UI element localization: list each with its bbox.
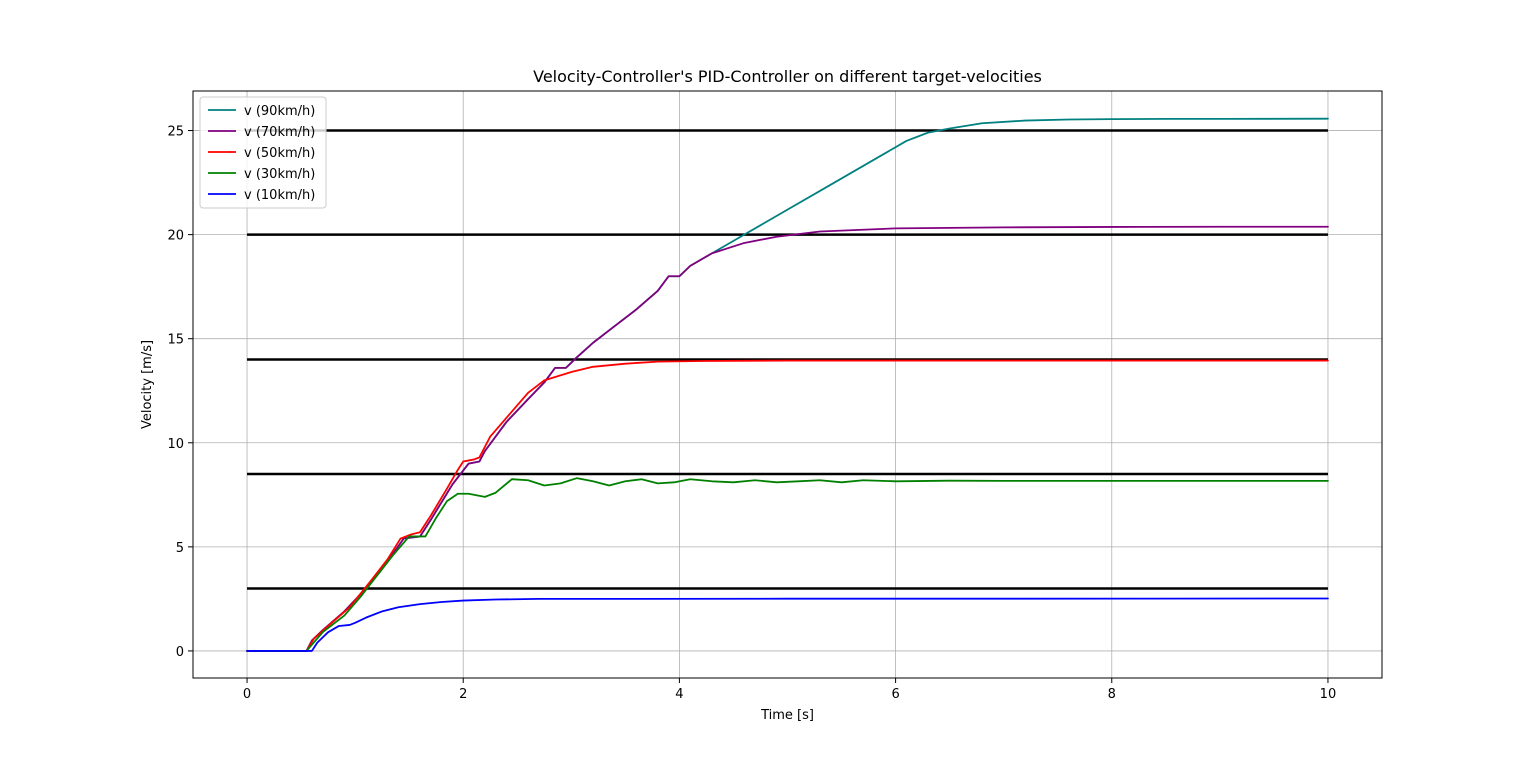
legend-label: v (10km/h): [244, 188, 315, 203]
legend-label: v (30km/h): [244, 167, 315, 182]
x-tick-label: 8: [1108, 687, 1116, 702]
y-tick-label: 0: [176, 645, 184, 660]
plot-frame: [192, 90, 1383, 679]
y-tick-label: 25: [167, 125, 184, 140]
series-line: [246, 477, 1329, 652]
series-line: [246, 359, 1329, 652]
y-axis-label: Velocity [m/s]: [140, 340, 155, 429]
legend: v (90km/h) v (70km/h) v (50km/h) v (30km/h)…: [199, 96, 327, 209]
x-axis-label: Time [s]: [760, 708, 814, 723]
x-tick-label: 2: [459, 687, 467, 702]
axis-ticks: 0 2 4 6 8 10 0 5 10 15 20 25: [167, 125, 1336, 702]
legend-label: v (50km/h): [244, 146, 315, 161]
series-line: [246, 597, 1329, 652]
y-tick-label: 20: [167, 229, 184, 244]
x-tick-label: 10: [1320, 687, 1337, 702]
y-tick-label: 10: [167, 437, 184, 452]
legend-label: v (90km/h): [244, 104, 315, 119]
chart-title: Velocity-Controller's PID-Controller on …: [533, 67, 1042, 86]
series-lines: [246, 117, 1329, 652]
legend-box: [199, 96, 327, 209]
legend-label: v (70km/h): [244, 125, 315, 140]
y-tick-label: 5: [176, 541, 184, 556]
x-tick-label: 4: [675, 687, 683, 702]
x-tick-label: 0: [243, 687, 251, 702]
y-tick-label: 15: [167, 333, 184, 348]
x-tick-label: 6: [891, 687, 899, 702]
